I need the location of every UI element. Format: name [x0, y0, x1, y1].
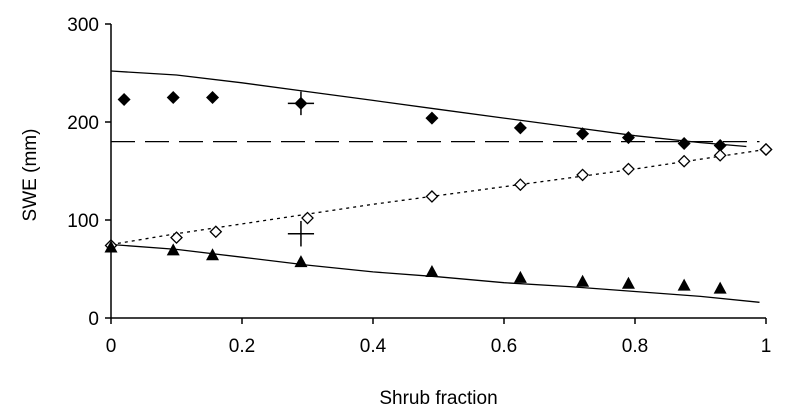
open-diamond-point [677, 154, 691, 168]
open-diamond-point [209, 225, 223, 239]
solid-line [110, 70, 747, 148]
dotted-line [110, 148, 767, 246]
filled-diamond-point [677, 137, 691, 151]
open-diamond-point [622, 162, 635, 176]
y-tick-label: 0 [88, 309, 99, 330]
x-tick-label: 0.2 [229, 336, 255, 357]
filled-diamond-point [166, 91, 180, 104]
filled-triangle-point [104, 240, 118, 253]
y-tick-label: 100 [67, 211, 99, 232]
open-diamond-point [425, 190, 439, 203]
filled-diamond-point [117, 92, 131, 106]
filled-triangle-point [621, 276, 635, 289]
open-diamond-point [713, 148, 727, 162]
y-axis-title: SWE (mm) [20, 129, 41, 222]
open-diamond-point [759, 143, 773, 156]
filled-triangle-point [166, 243, 180, 256]
x-tick-label: 0.8 [622, 336, 648, 357]
x-tick-label: 0.4 [360, 336, 387, 357]
filled-triangle-point [576, 274, 590, 287]
filled-diamond-point [294, 96, 308, 110]
filled-diamond-point [513, 121, 527, 135]
solid-line [110, 243, 760, 303]
x-tick-label: 1 [761, 336, 772, 357]
open-diamond-point [513, 178, 527, 192]
filled-diamond-point [206, 91, 220, 104]
filled-triangle-point [425, 264, 439, 277]
y-tick-label: 200 [67, 113, 99, 134]
data-points [104, 91, 773, 294]
open-diamond-point [301, 211, 314, 225]
open-diamond-point [170, 231, 183, 245]
x-axis-title: Shrub fraction [379, 388, 497, 409]
filled-diamond-point [425, 111, 439, 125]
ticks: 0 100 200 300 0 0.2 0.4 0.6 0.8 1 [67, 15, 771, 357]
filled-triangle-point [206, 248, 220, 261]
filled-diamond-point [713, 139, 727, 153]
filled-diamond-point [621, 131, 635, 145]
x-tick-label: 0.6 [491, 336, 517, 357]
filled-triangle-point [513, 270, 527, 283]
axes [110, 24, 766, 319]
filled-triangle-point [294, 255, 308, 268]
x-tick-label: 0 [106, 336, 117, 357]
open-diamond-point [576, 168, 590, 182]
filled-triangle-point [677, 278, 691, 291]
filled-triangle-point [713, 281, 727, 294]
filled-diamond-point [576, 127, 590, 141]
model-lines [110, 70, 767, 303]
y-tick-label: 300 [67, 15, 99, 36]
